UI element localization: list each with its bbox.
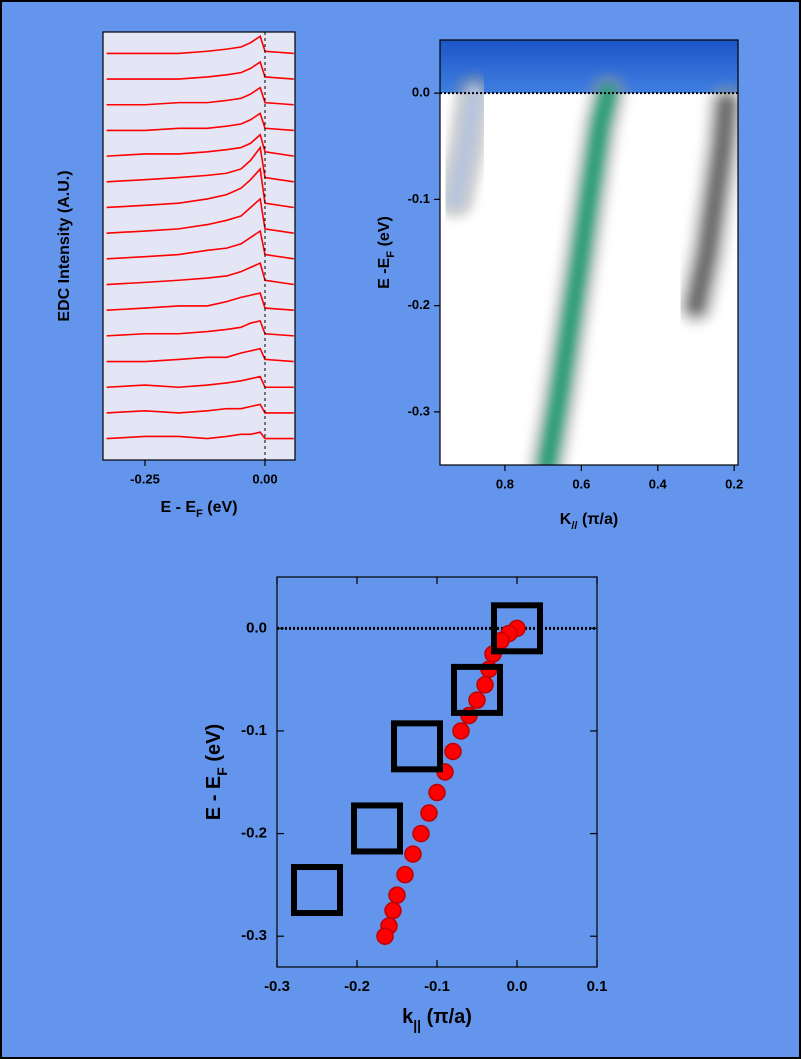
data-point xyxy=(391,720,443,773)
data-point xyxy=(476,676,494,694)
label-text: (eV) xyxy=(203,724,225,767)
y-tick-label: -0.3 xyxy=(241,927,267,944)
label-text: K xyxy=(560,511,572,528)
edc-curve xyxy=(106,347,294,363)
edc-curve xyxy=(106,229,294,260)
label-text: E - E xyxy=(203,776,225,820)
data-point xyxy=(452,722,470,740)
edc-curve xyxy=(106,319,294,337)
edc-curve xyxy=(106,403,294,414)
data-point xyxy=(428,783,446,802)
edc-curve xyxy=(106,375,294,389)
y-tick-label: 0.0 xyxy=(246,619,267,636)
x-axis-label: K// (π/a) xyxy=(560,511,618,532)
label-text: (eV) xyxy=(203,499,238,516)
data-point xyxy=(412,824,430,843)
x-tick-label: 0.1 xyxy=(587,978,608,995)
y-tick-label: 0.0 xyxy=(412,85,430,100)
x-tick-label: 0.00 xyxy=(252,471,277,486)
data-point xyxy=(491,602,543,655)
label-subscript: || xyxy=(413,1017,421,1033)
edc-curve xyxy=(106,112,294,132)
edc-curve xyxy=(106,431,294,440)
y-tick-label: -0.3 xyxy=(408,403,430,418)
data-point xyxy=(388,886,406,904)
edc-curve xyxy=(106,197,294,234)
heatmap xyxy=(440,40,738,465)
band xyxy=(686,94,736,315)
plot-frame xyxy=(102,31,296,461)
x-tick-label: -0.25 xyxy=(130,471,160,486)
label-subscript: F xyxy=(385,251,397,258)
edc-curve xyxy=(106,133,294,157)
y-tick-label: -0.2 xyxy=(241,825,267,842)
y-axis-label: E -EF (eV) xyxy=(376,216,397,289)
plot-area xyxy=(103,32,295,460)
y-tick-label: -0.2 xyxy=(408,297,430,312)
band xyxy=(537,84,618,465)
x-tick-label: 0.4 xyxy=(649,476,668,491)
data-point xyxy=(384,901,402,920)
label-text: E - E xyxy=(160,499,196,516)
y-tick-label: -0.1 xyxy=(241,722,267,739)
label-text: (eV) xyxy=(376,216,393,251)
edc-curve xyxy=(106,262,294,286)
edc-curve xyxy=(106,145,294,183)
edc-curve xyxy=(106,35,294,55)
data-point xyxy=(451,663,503,716)
data-point xyxy=(468,691,486,709)
label-text: (π/a) xyxy=(578,511,619,528)
x-tick-label: 0.0 xyxy=(507,978,528,995)
data-point xyxy=(376,927,394,945)
data-point xyxy=(351,802,403,855)
label-subscript: F xyxy=(214,767,230,776)
x-tick-label: -0.1 xyxy=(424,978,450,995)
y-axis-label: E - EF (eV) xyxy=(203,724,229,820)
x-tick-label: -0.2 xyxy=(344,978,370,995)
data-point xyxy=(396,865,414,884)
data-point xyxy=(444,742,462,761)
band xyxy=(446,84,484,209)
plot-frame xyxy=(439,39,739,466)
edc-curve xyxy=(106,60,294,80)
data-point xyxy=(404,845,422,863)
x-tick-label: 0.2 xyxy=(725,476,743,491)
y-axis-label: EDC Intensity (A.U.) xyxy=(56,170,73,321)
x-axis-label: E - EF (eV) xyxy=(160,499,237,520)
x-tick-label: -0.3 xyxy=(264,978,290,995)
label-subscript: F xyxy=(196,508,203,520)
label-text: k xyxy=(402,1006,414,1028)
edc-curve xyxy=(106,167,294,209)
label-text: E -E xyxy=(376,257,393,288)
edc-curve xyxy=(106,292,294,311)
y-tick-label: -0.1 xyxy=(408,191,430,206)
label-text: (π/a) xyxy=(421,1006,472,1028)
data-point xyxy=(291,864,343,917)
edc-curve xyxy=(106,86,294,106)
x-tick-label: 0.6 xyxy=(572,476,590,491)
label-subscript: // xyxy=(571,520,577,532)
x-axis-label: k|| (π/a) xyxy=(402,1006,472,1032)
x-tick-label: 0.8 xyxy=(496,476,514,491)
data-point xyxy=(420,804,438,822)
